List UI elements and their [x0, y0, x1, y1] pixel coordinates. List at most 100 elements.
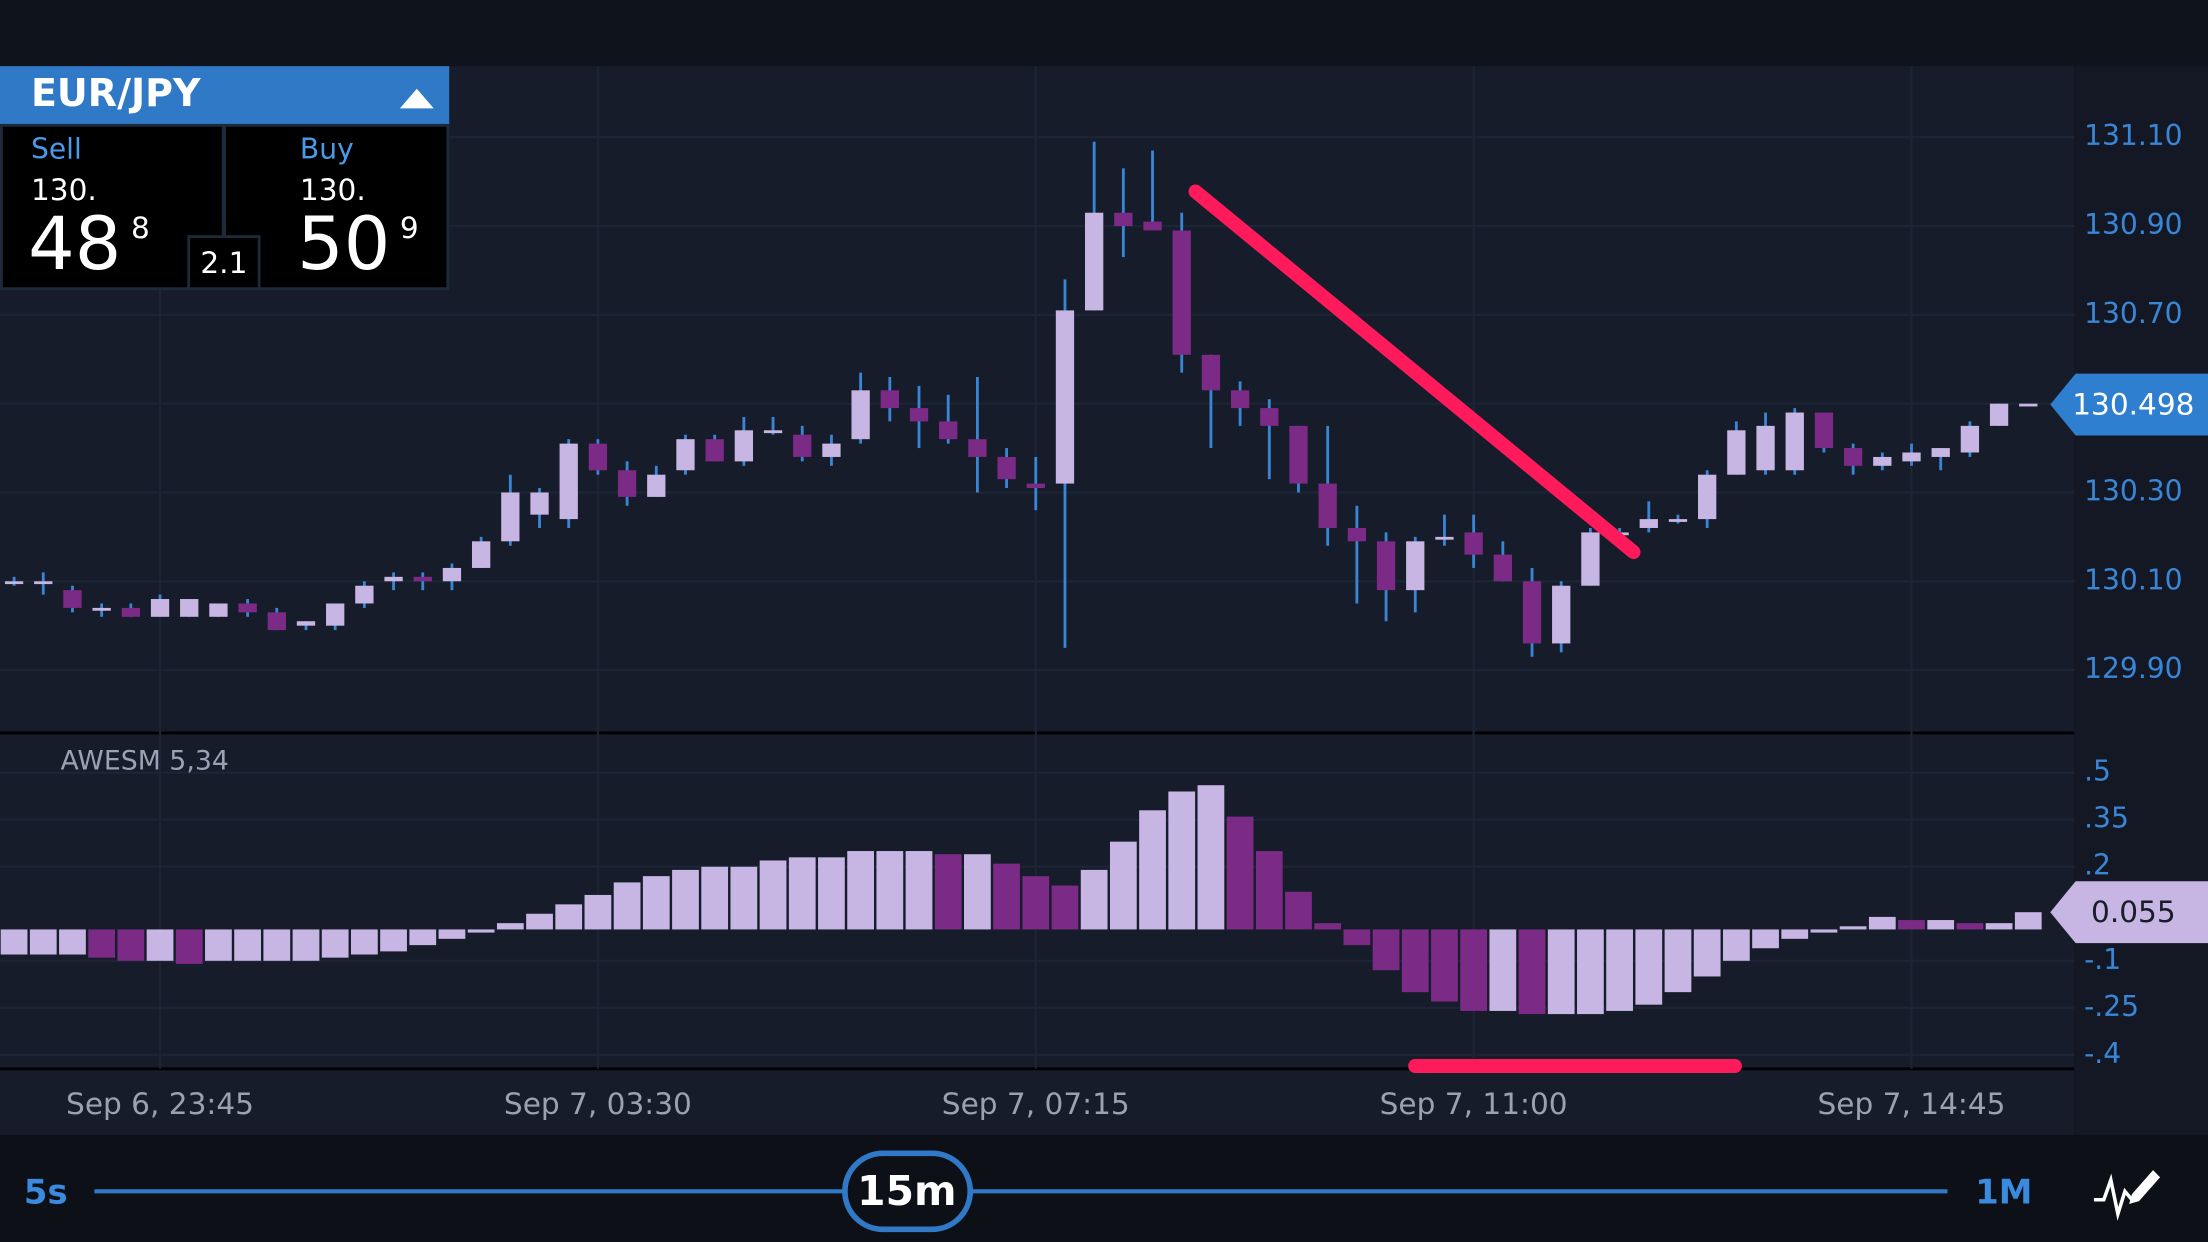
- spread: 2.1: [200, 246, 247, 280]
- candle-body: [851, 390, 870, 440]
- candle-body: [413, 576, 432, 582]
- candle-body: [1435, 536, 1454, 540]
- candle-body: [734, 430, 754, 462]
- candle-body: [1347, 527, 1367, 542]
- candle-body: [501, 492, 520, 542]
- sell-button[interactable]: Sell 130. 48 8: [28, 133, 150, 288]
- x-tick-label: Sep 6, 23:45: [66, 1087, 254, 1121]
- candle-body: [1873, 456, 1892, 466]
- candle-body: [1172, 230, 1191, 355]
- pencil-icon[interactable]: [2129, 1170, 2161, 1204]
- candle-body: [1026, 483, 1045, 489]
- ticker-symbol[interactable]: EUR/JPY: [31, 71, 201, 115]
- buy-button[interactable]: Buy 130. 50 9: [297, 133, 419, 288]
- oscillator-bar: [964, 854, 991, 930]
- candle-body: [968, 439, 987, 457]
- candle-body: [1143, 221, 1162, 231]
- last-value-marker: [2050, 881, 2208, 944]
- oscillator-bar: [146, 929, 174, 961]
- oscillator-bar: [1226, 816, 1254, 930]
- oscillator-bar: [1255, 851, 1283, 930]
- candle-body: [997, 456, 1016, 480]
- oscillator-bar: [847, 851, 875, 930]
- candle-body: [238, 603, 257, 613]
- candle-body: [1960, 425, 1980, 453]
- candle-body: [63, 590, 82, 608]
- collapse-icon[interactable]: [399, 88, 434, 109]
- candle-body: [1639, 519, 1658, 528]
- oscillator-bar: [263, 929, 291, 961]
- candle-body: [763, 430, 783, 434]
- oscillator-bar: [788, 857, 816, 930]
- timeframe-max[interactable]: 1M: [1975, 1173, 2032, 1212]
- buy-fraction[interactable]: 9: [400, 211, 419, 245]
- last-value-marker: [2050, 373, 2208, 436]
- oscillator-bar: [380, 929, 407, 952]
- oscillator-bar: [1781, 929, 1809, 939]
- candle-body: [1114, 212, 1133, 227]
- oscillator-bar: [1635, 929, 1663, 1005]
- oscillator-bar: [1285, 891, 1312, 930]
- oscillator-bar: [1898, 920, 1925, 930]
- oscillator-bar: [1839, 926, 1867, 930]
- sell-label[interactable]: Sell: [31, 133, 82, 166]
- candle-body: [705, 439, 724, 462]
- oscillator-bar: [1314, 923, 1342, 930]
- oscillator-bar: [0, 929, 28, 955]
- sell-pips[interactable]: 48: [28, 202, 121, 287]
- timeframe-handle[interactable]: [842, 1150, 974, 1233]
- oscillator-bar: [730, 866, 758, 930]
- marks: [0, 141, 2042, 1015]
- draw-tool-button[interactable]: [2093, 1170, 2161, 1221]
- y-tick-label: 129.90: [2084, 652, 2183, 685]
- timeframe-bar: [0, 1134, 2208, 1242]
- buy-big-figure[interactable]: 130.: [300, 173, 366, 207]
- oscillator-bar: [1518, 929, 1546, 1015]
- oscillator-bar: [1401, 929, 1429, 993]
- candle-body: [1318, 483, 1337, 528]
- candle-body: [1376, 541, 1396, 591]
- y-tick-label: 130.90: [2084, 208, 2183, 241]
- timeframe-min[interactable]: 5s: [24, 1173, 68, 1212]
- oscillator-bar: [934, 854, 962, 930]
- candle-body: [92, 607, 111, 611]
- oscillator-bar: [1868, 916, 1896, 930]
- oscillator-bar: [1022, 876, 1050, 930]
- ticker-panel[interactable]: EUR/JPY Sell 130. 48 8 2.1 Buy 130. 50 9: [0, 66, 450, 291]
- candle-body: [180, 599, 199, 617]
- y-tick-label: -.4: [2084, 1037, 2121, 1070]
- oscillator-bar: [1956, 923, 1984, 930]
- oscillator-bar: [1139, 810, 1166, 930]
- oscillator-bar: [1985, 923, 2013, 930]
- draw-tool-icon[interactable]: [2093, 1173, 2134, 1221]
- y-tick-label: 130.70: [2084, 297, 2183, 330]
- candle-body: [296, 621, 316, 626]
- oscillator-bar: [1197, 785, 1225, 930]
- candle-body: [384, 576, 403, 582]
- oscillator-bar: [1080, 869, 1108, 930]
- oscillator-bar: [526, 913, 553, 930]
- oscillator-bar: [117, 929, 145, 961]
- oscillator-bar: [905, 851, 933, 930]
- sell-fraction[interactable]: 8: [131, 211, 150, 245]
- y-tick-label: -.25: [2084, 990, 2139, 1023]
- oscillator-bar: [88, 929, 116, 958]
- candle-body: [647, 474, 666, 497]
- sell-big-figure[interactable]: 130.: [31, 173, 97, 207]
- oscillator-bar: [1489, 929, 1517, 1011]
- ticker-header[interactable]: [0, 66, 450, 126]
- candle-body: [1814, 412, 1834, 449]
- x-tick-label: Sep 7, 14:45: [1818, 1087, 2006, 1121]
- candle-body: [1668, 519, 1688, 522]
- candle-body: [1085, 212, 1104, 311]
- buy-pips[interactable]: 50: [297, 202, 390, 287]
- candle-body: [121, 607, 140, 617]
- buy-label[interactable]: Buy: [300, 133, 354, 166]
- y-tick-label: -.1: [2084, 943, 2121, 976]
- oscillator-bar: [1431, 929, 1458, 1002]
- timeframe-selected[interactable]: 15m: [857, 1167, 956, 1215]
- candle-body: [1989, 403, 2009, 426]
- candle-body: [442, 567, 462, 582]
- candle-body: [530, 492, 549, 515]
